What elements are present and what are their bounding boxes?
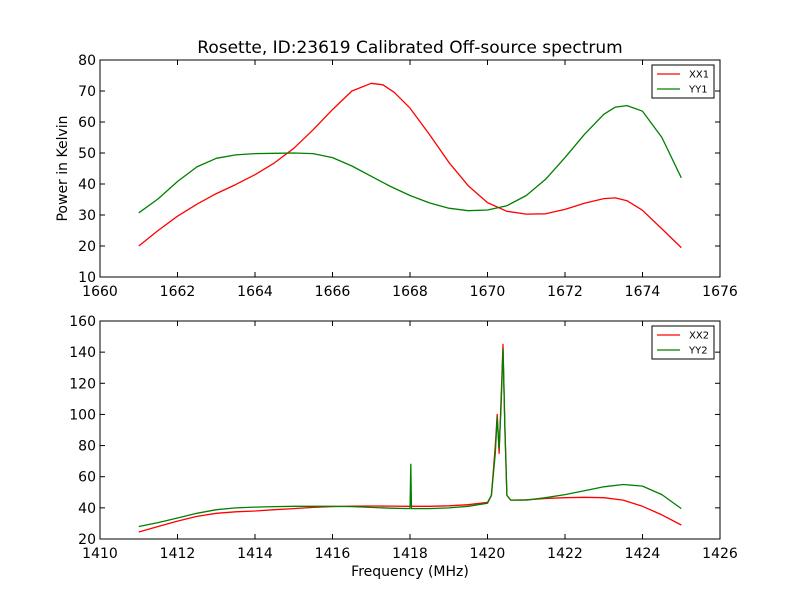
top-xtick-label: 1668 [392,284,428,300]
top-ytick-label: 60 [78,115,96,131]
top-axes-frame [99,59,721,278]
bottom-ytick-label: 100 [69,407,96,423]
top-xtick-label: 1660 [82,284,118,300]
bottom-ytick-label: 20 [78,532,96,548]
bottom-xtick-label: 1424 [625,546,661,562]
bottom-xtick-label: 1422 [547,546,583,562]
top-panel: 1660 1662 1664 1666 1668 1670 1672 1674 1676 10 20… [55,53,738,300]
top-xtick-label: 1670 [470,284,506,300]
top-xtick-label: 1664 [237,284,273,300]
bottom-xtick-label: 1416 [315,546,351,562]
series-line-xx2 [138,343,682,533]
top-ytick-label: 70 [78,84,96,100]
top-ytick-label: 30 [78,208,96,224]
bottom-xtick-label: 1414 [237,546,273,562]
top-ylabel: Power in Kelvin [55,115,71,221]
top-xtick-label: 1666 [315,284,351,300]
bottom-ytick-label: 120 [69,376,96,392]
bottom-ytick-label: 80 [78,439,96,455]
bottom-axes-frame [99,320,721,540]
top-ytick-label: 50 [78,146,96,162]
top-series-group [138,82,682,249]
bottom-ytick-label: 60 [78,470,96,486]
legend-label-yy1: YY1 [688,85,708,96]
bottom-xtick-label: 1426 [702,546,738,562]
top-ytick-label: 20 [78,239,96,255]
top-ytick-label: 40 [78,177,96,193]
series-line-yy2 [138,348,682,528]
top-xtick-label: 1674 [625,284,661,300]
bottom-xtick-label: 1412 [160,546,196,562]
bottom-xtick-label: 1418 [392,546,428,562]
top-xtick-label: 1672 [547,284,583,300]
bottom-ytick-label: 40 [78,501,96,517]
legend-label-xx1: XX1 [689,70,709,81]
bottom-series-group [138,343,682,533]
series-line-yy1 [138,104,682,214]
top-ytick-label: 10 [78,270,96,286]
bottom-ytick-label: 160 [69,314,96,330]
top-xtick-label: 1676 [702,284,738,300]
bottom-xtick-label: 1410 [82,546,118,562]
bottom-legend: XX2 YY2 [651,325,715,360]
legend-label-yy2: YY2 [688,346,708,357]
bottom-legend-box [651,325,715,360]
bottom-xtick-label: 1420 [470,546,506,562]
bottom-ytick-label: 140 [69,345,96,361]
top-ytick-label: 80 [78,53,96,69]
top-xtick-label: 1662 [160,284,196,300]
bottom-panel: 1410 1412 1414 1416 1418 1420 1422 1424 1426 20 40… [69,314,738,580]
chart-title: Rosette, ID:23619 Calibrated Off-source … [197,38,622,58]
top-legend-box [651,64,715,99]
bottom-xlabel: Frequency (MHz) [351,564,469,580]
top-plot-area [100,60,720,277]
legend-label-xx2: XX2 [689,331,709,342]
top-axis-ticks: 1660 1662 1664 1666 1668 1670 1672 1674 1676 10 20… [78,53,738,300]
series-line-xx1 [138,82,682,249]
top-legend: XX1 YY1 [651,64,715,99]
